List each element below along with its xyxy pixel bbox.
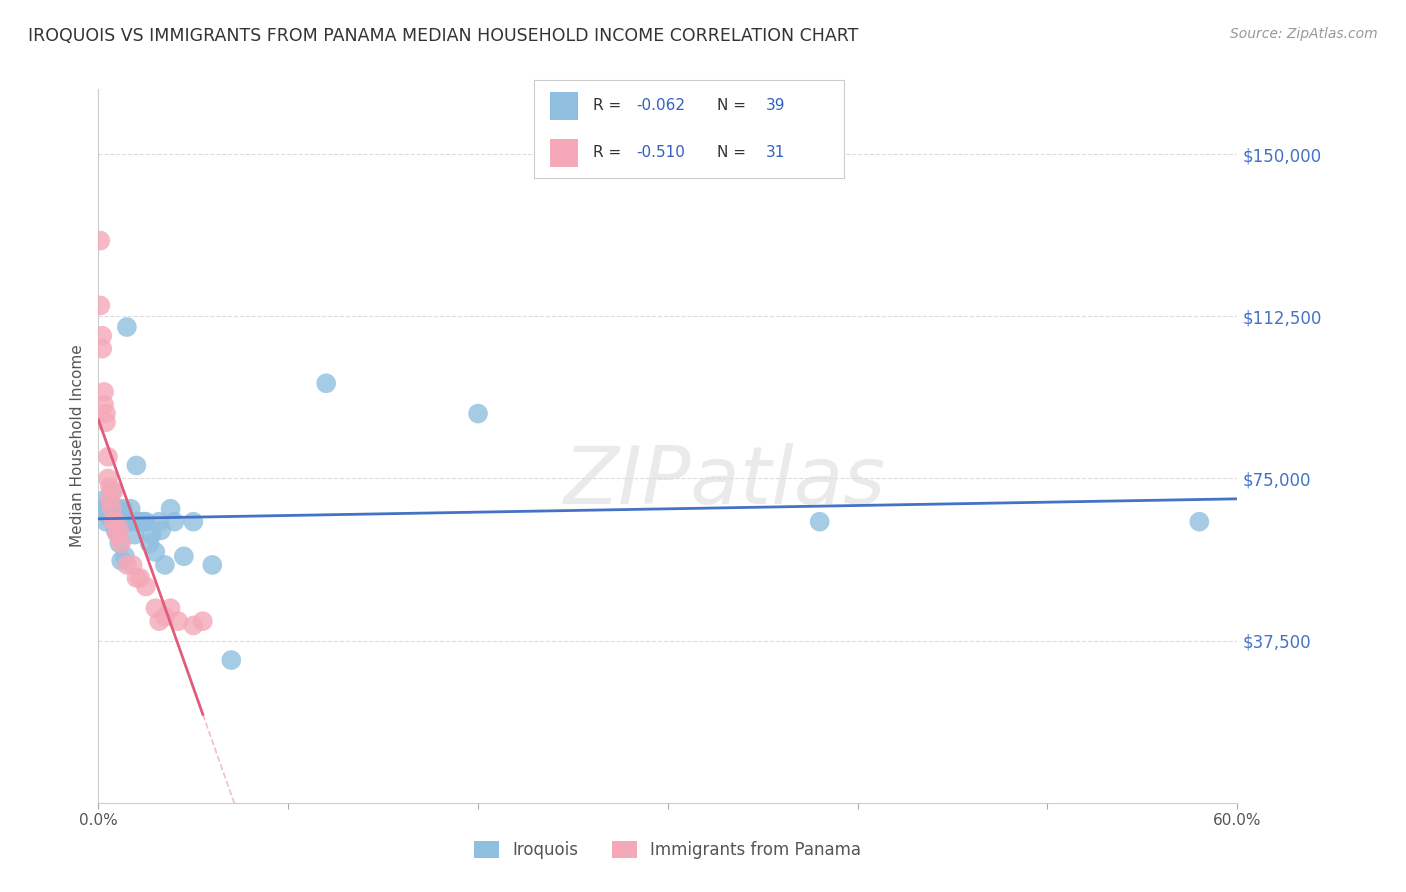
Text: N =: N = [717,145,751,161]
Text: N =: N = [717,98,751,113]
Point [221,653,243,667]
Point [103,515,125,529]
Point [108,524,131,538]
Point [98,480,121,494]
Point [183,618,205,632]
Point [89,298,111,312]
Point [100,501,122,516]
Text: 31: 31 [766,145,786,161]
Point [163,515,186,529]
Point [159,501,181,516]
Text: -0.062: -0.062 [637,98,685,113]
Point [129,515,152,529]
Point [97,471,120,485]
Point [118,515,141,529]
Bar [550,92,578,120]
Point [173,549,195,564]
Point [110,553,132,567]
Point [93,384,115,399]
Point [98,510,121,524]
Point [167,614,190,628]
Point [121,515,143,529]
Point [104,524,127,538]
Point [120,501,142,516]
Point [159,601,181,615]
Point [107,527,129,541]
Point [97,501,120,516]
Text: R =: R = [593,145,626,161]
Point [110,536,132,550]
Point [153,558,176,572]
Point [93,493,115,508]
Point [103,515,125,529]
Point [93,398,115,412]
Point [104,515,127,529]
Bar [550,139,578,167]
Point [100,484,122,499]
Y-axis label: Median Household Income: Median Household Income [69,344,84,548]
Point [94,415,117,429]
Point [201,558,224,572]
Point [89,234,111,248]
Point [124,527,146,541]
Point [129,571,152,585]
Point [107,501,129,516]
Point [135,515,157,529]
Point [145,545,167,559]
Point [132,515,155,529]
Point [94,407,117,421]
Point [114,549,136,564]
Point [125,571,148,585]
Point [125,458,148,473]
Text: 39: 39 [766,98,786,113]
Point [97,450,120,464]
Point [138,536,160,550]
Point [98,493,121,508]
Text: ZIPatlas: ZIPatlas [564,442,886,521]
Text: -0.510: -0.510 [637,145,685,161]
Point [315,376,337,391]
Point [183,515,205,529]
Point [1188,515,1211,529]
Text: IROQUOIS VS IMMIGRANTS FROM PANAMA MEDIAN HOUSEHOLD INCOME CORRELATION CHART: IROQUOIS VS IMMIGRANTS FROM PANAMA MEDIA… [28,27,859,45]
Point [115,558,138,572]
Point [103,484,125,499]
Point [108,536,131,550]
Point [808,515,831,529]
Point [91,328,114,343]
Point [91,342,114,356]
Point [148,515,170,529]
Point [127,515,149,529]
Point [121,558,143,572]
Point [135,580,157,594]
Point [467,407,489,421]
Point [153,610,176,624]
Text: Source: ZipAtlas.com: Source: ZipAtlas.com [1230,27,1378,41]
Point [148,614,170,628]
Point [115,320,138,334]
Point [145,601,167,615]
Text: R =: R = [593,98,626,113]
Point [191,614,214,628]
Point [150,524,173,538]
Point [112,501,135,516]
Point [91,501,114,516]
Point [94,515,117,529]
Legend: Iroquois, Immigrants from Panama: Iroquois, Immigrants from Panama [468,834,868,866]
Point [141,527,163,541]
